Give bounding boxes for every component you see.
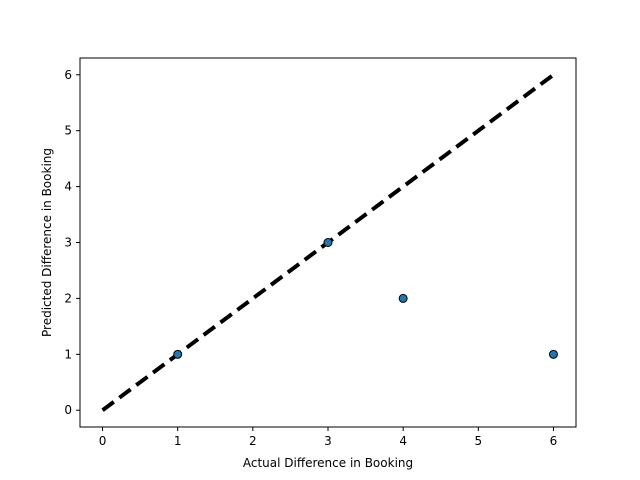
- y-tick-label: 3: [64, 236, 72, 250]
- y-tick-label: 4: [64, 180, 72, 194]
- x-tick-label: 6: [550, 434, 558, 448]
- scatter-point: [323, 238, 333, 247]
- x-tick-label: 0: [99, 434, 107, 448]
- y-tick-label: 0: [64, 403, 72, 417]
- scatter-point: [548, 349, 558, 359]
- x-tick-label: 4: [399, 434, 407, 448]
- scatter-point: [173, 349, 183, 359]
- x-tick-label: 5: [474, 434, 482, 448]
- scatter-point: [398, 293, 408, 303]
- y-tick-label: 5: [64, 124, 72, 138]
- plot-area: 0 1 2 3 4 5 6 0 1 2 3 4 5 6: [64, 57, 577, 448]
- x-tick-label: 3: [324, 434, 332, 448]
- y-tick-label: 6: [64, 68, 72, 82]
- x-tick-label: 1: [174, 434, 182, 448]
- x-tick-label: 2: [249, 434, 257, 448]
- x-axis-label: Actual Difference in Booking: [243, 456, 413, 470]
- y-tick-label: 1: [64, 347, 72, 361]
- y-axis-label: Predicted Difference in Booking: [40, 148, 54, 337]
- y-tick-label: 2: [64, 291, 72, 305]
